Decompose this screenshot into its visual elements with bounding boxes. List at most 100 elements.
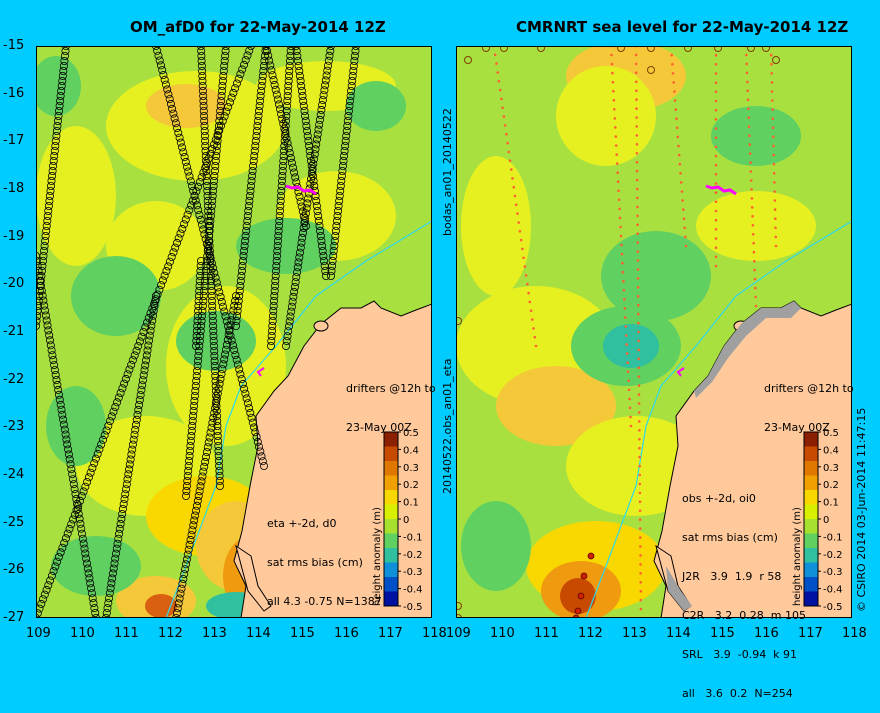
obs-dot [635,116,638,119]
altimeter-obs [250,152,259,161]
altimeter-obs [253,437,262,446]
altimeter-obs [182,162,191,171]
altimeter-obs [318,246,327,255]
altimeter-obs [269,301,278,310]
altimeter-obs [58,76,67,85]
altimeter-obs [220,355,229,364]
altimeter-obs [257,87,266,96]
lat-tick-label: -18 [3,181,25,196]
altimeter-obs [220,56,229,65]
altimeter-obs [198,66,207,75]
altimeter-obs [42,585,51,594]
altimeter-obs [195,276,204,285]
altimeter-obs [238,261,247,270]
altimeter-obs [297,238,306,247]
altimeter-obs [58,71,67,80]
altimeter-obs [36,312,42,320]
altimeter-obs [210,346,219,355]
obs-dot [519,238,523,242]
obs-dot [505,132,508,136]
altimeter-obs [350,52,359,60]
obs-dot [747,125,751,128]
colorbar-segment [384,533,398,549]
obs-dot [749,161,752,164]
altimeter-obs [38,291,47,300]
altimeter-obs [231,296,240,305]
altimeter-obs [273,241,282,250]
altimeter-obs [215,288,224,297]
obs-dot [772,172,776,175]
obs-dot [618,216,622,220]
altimeter-obs [301,117,310,126]
altimeter-obs [82,554,91,563]
obs-dot [638,420,641,423]
altimeter-obs [61,47,70,55]
stats-line: sat rms bias (cm) [267,556,363,569]
altimeter-obs [54,385,63,394]
obs-dot [714,228,718,231]
altimeter-obs [210,361,219,370]
altimeter-obs [194,491,203,500]
altimeter-obs [327,46,335,50]
obs-dot [624,334,628,337]
colorbar-segment [804,562,818,578]
stats-line: all 3.6 0.2 N=254 [682,687,793,700]
isobath-line [165,220,432,618]
altimeter-obs [290,287,299,296]
altimeter-obs [203,443,212,452]
altimeter-obs [81,549,90,558]
altimeter-obs [173,124,182,133]
altimeter-obs [87,589,96,598]
altimeter-obs [199,467,208,476]
altimeter-obs [191,196,200,205]
obs-dot [635,160,639,164]
altimeter-obs [210,172,219,181]
island [313,320,329,332]
altimeter-obs [191,381,200,390]
altimeter-obs [213,389,222,398]
altimeter-obs [195,286,204,295]
altimeter-obs [211,386,220,395]
altimeter-obs [321,266,330,275]
colorbar-segment [384,461,398,476]
obs-dot [773,199,777,202]
altimeter-obs [51,370,60,379]
altimeter-obs [43,216,52,225]
altimeter-obs [328,261,337,270]
altimeter-obs [199,291,208,300]
altimeter-obs [348,71,357,80]
altimeter-obs [201,147,210,156]
altimeter-obs [272,261,281,270]
obs-dot [638,446,641,450]
obs-dot [636,241,639,244]
obs-dot [638,482,642,486]
altimeter-obs [266,61,275,70]
altimeter-obs [165,257,174,266]
altimeter-obs [178,224,187,233]
altimeter-obs [122,480,131,489]
altimeter-obs [129,435,138,444]
altimeter-obs [285,61,294,70]
altimeter-obs [221,52,230,60]
altimeter-obs [49,567,58,576]
altimeter-obs [40,590,49,599]
station-obs [580,572,588,580]
altimeter-obs [60,52,69,60]
altimeter-obs [113,539,122,548]
obs-dot [503,124,507,127]
altimeter-obs [270,286,279,295]
altimeter-obs [299,102,308,111]
altimeter-obs [104,421,113,430]
station-obs [456,317,462,325]
altimeter-obs [212,152,221,161]
obs-dot [500,97,503,101]
altimeter-obs [301,112,310,121]
altimeter-obs [106,417,115,426]
altimeter-obs [288,163,297,172]
obs-dot [771,126,775,130]
obs-dot [639,554,642,557]
lon-tick-label: 118 [422,626,447,641]
obs-dot [714,182,718,185]
altimeter-obs [281,129,290,138]
altimeter-obs [171,119,180,128]
